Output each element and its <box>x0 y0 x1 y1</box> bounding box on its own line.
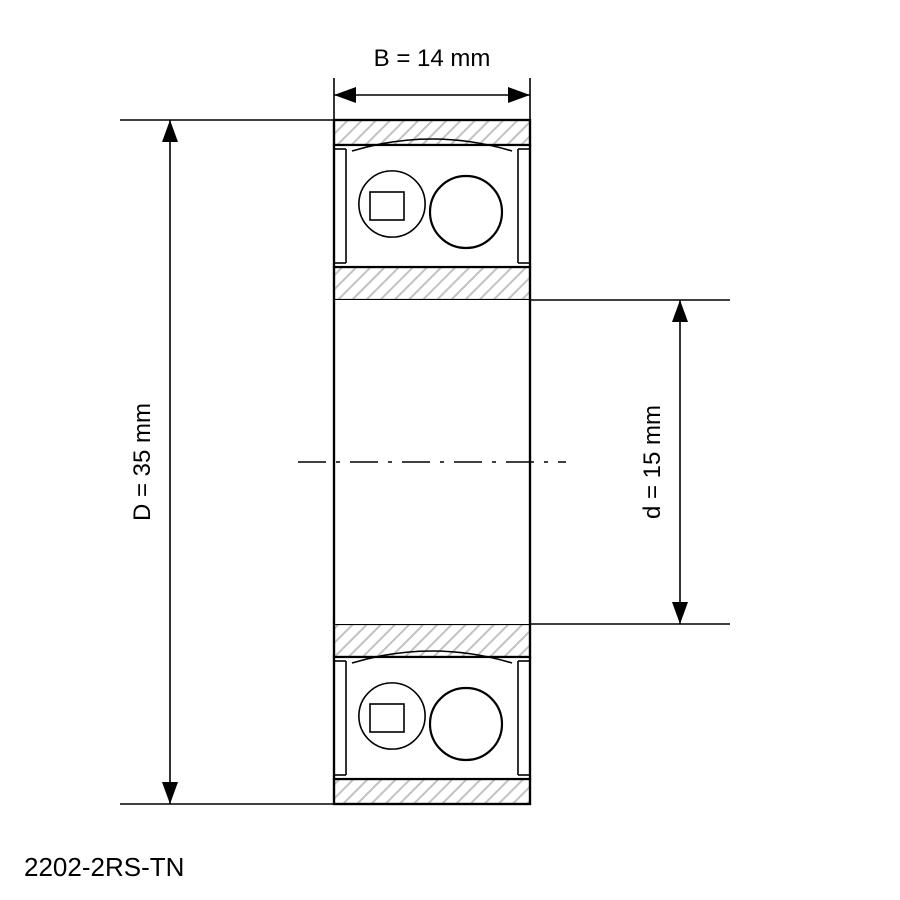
dim-label-D: D = 35 mm <box>129 403 156 521</box>
bearing-cross-section <box>298 120 566 804</box>
bearing-diagram: B = 14 mm D = 35 mm d = 15 mm 2202-2RS-TN <box>0 0 900 900</box>
part-number: 2202-2RS-TN <box>24 852 184 882</box>
dim-label-B: B = 14 mm <box>374 45 491 72</box>
dim-label-d: d = 15 mm <box>639 405 666 519</box>
